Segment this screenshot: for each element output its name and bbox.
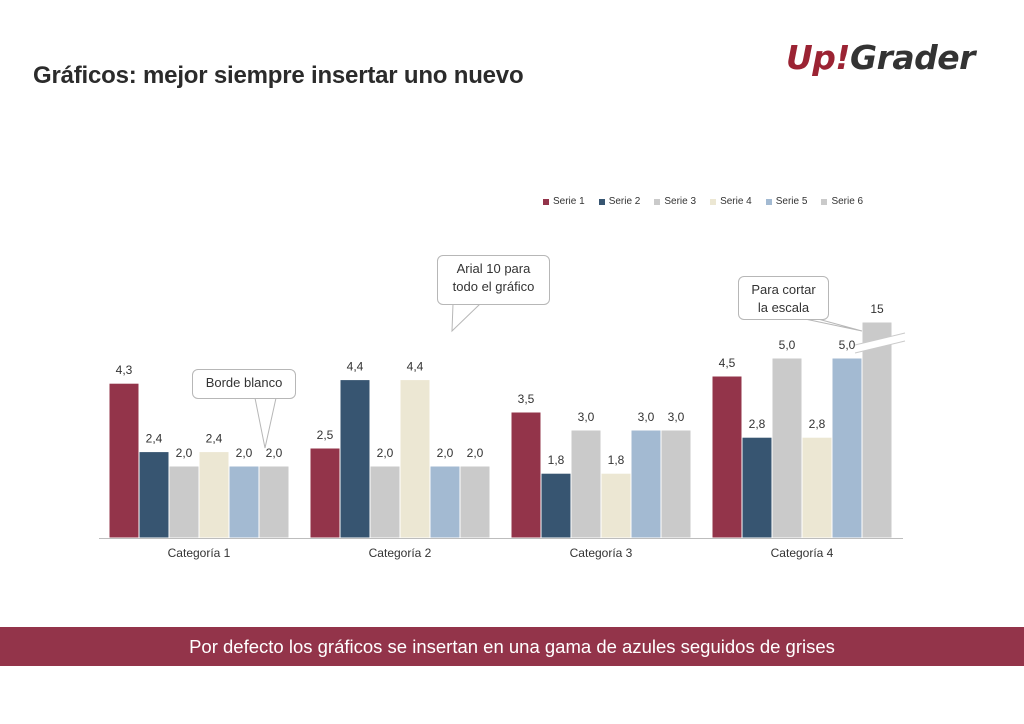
data-label-1-2: 2,5 (317, 428, 334, 442)
data-label-3-2: 2,0 (377, 446, 394, 460)
bar-2-1 (138, 451, 170, 539)
upgrader-logo: Up!Grader (786, 38, 975, 77)
callout-arial-10: Arial 10 para todo el gráfico (437, 255, 550, 305)
bar-1-1 (108, 382, 140, 539)
bar-1-3 (510, 411, 542, 539)
bar-2-4 (741, 436, 773, 539)
data-label-6-3: 3,0 (668, 410, 685, 424)
bar-2-3 (540, 472, 572, 539)
data-label-1-4: 4,5 (719, 356, 736, 370)
bar-chart: 4,3 2,5 3,5 4,5 2,4 4,4 1,8 2,8 2,0 2,0 3,0 5,0 2,4 4… (99, 302, 906, 560)
footer-banner: Por defecto los gráficos se insertan en … (0, 627, 1024, 666)
callout-borde-blanco-text: Borde blanco (205, 375, 283, 390)
legend-item-6: Serie 6 (821, 196, 863, 207)
callout-cortar-escala-tail (804, 318, 863, 332)
callout-arial-10-tail (451, 303, 481, 333)
legend-label-5: Serie 5 (775, 196, 808, 207)
bar-6-1 (258, 465, 290, 539)
data-label-3-3: 3,0 (578, 410, 595, 424)
x-tick-label-2: Categoría 2 (369, 546, 432, 560)
data-label-5-3: 3,0 (638, 410, 655, 424)
callout-borde-blanco-tail (254, 397, 277, 449)
legend-item-5: Serie 5 (765, 196, 808, 207)
legend-swatch-2 (598, 198, 605, 205)
data-label-2-4: 2,8 (749, 417, 766, 431)
data-label-6-1: 2,0 (266, 446, 283, 460)
data-label-3-4: 5,0 (779, 338, 796, 352)
legend-swatch-4 (710, 198, 717, 205)
data-label-4-4: 2,8 (809, 417, 826, 431)
bar-3-1 (168, 465, 200, 539)
legend-item-2: Serie 2 (598, 196, 641, 207)
data-label-4-3: 1,8 (608, 453, 625, 467)
data-label-2-2: 4,4 (347, 360, 364, 374)
bar-3-3 (570, 429, 602, 539)
data-label-4-1: 2,4 (206, 432, 223, 446)
bar-5-4 (831, 357, 863, 539)
legend-item-4: Serie 4 (710, 196, 752, 207)
callout-arial-10-line1: Arial 10 para (456, 261, 531, 276)
bar-6-2 (459, 465, 491, 539)
chart-legend: Serie 1 Serie 2 Serie 3 Serie 4 Serie 5 Serie… (543, 196, 863, 207)
bar-4-1 (198, 451, 230, 539)
data-label-1-3: 3,5 (518, 392, 535, 406)
bar-2-2 (339, 379, 371, 539)
data-label-1-1: 4,3 (116, 363, 133, 377)
page-title: Gráficos: mejor siempre insertar uno nue… (33, 62, 524, 89)
legend-label-4: Serie 4 (720, 196, 752, 207)
data-label-5-4: 5,0 (839, 338, 856, 352)
legend-item-1: Serie 1 (543, 196, 585, 207)
legend-label-6: Serie 6 (831, 196, 864, 207)
x-tick-label-3: Categoría 3 (570, 546, 633, 560)
data-label-5-1: 2,0 (236, 446, 253, 460)
legend-item-3: Serie 3 (654, 196, 696, 207)
data-label-6-2: 2,0 (467, 446, 484, 460)
x-tick-label-1: Categoría 1 (168, 546, 231, 560)
bar-1-4 (711, 375, 743, 539)
bar-6-3 (660, 429, 692, 539)
legend-label-1: Serie 1 (553, 196, 585, 207)
legend-label-3: Serie 3 (664, 196, 697, 207)
bar-5-3 (630, 429, 662, 539)
callout-borde-blanco: Borde blanco (192, 369, 296, 399)
bar-4-3 (600, 472, 632, 539)
legend-swatch-6 (821, 198, 828, 205)
x-tick-label-4: Categoría 4 (771, 546, 834, 560)
callout-cortar-escala: Para cortar la escala (738, 276, 829, 320)
legend-swatch-3 (654, 198, 661, 205)
bar-1-2 (309, 447, 341, 539)
data-label-2-3: 1,8 (548, 453, 565, 467)
bar-3-4 (771, 357, 803, 539)
bar-3-2 (369, 465, 401, 539)
callout-cortar-escala-line2: la escala (757, 300, 810, 315)
bar-6-4 (861, 321, 893, 539)
bar-4-4 (801, 436, 833, 539)
bar-5-2 (429, 465, 461, 539)
data-label-3-1: 2,0 (176, 446, 193, 460)
data-label-6-4: 15 (870, 302, 884, 316)
callout-arial-10-line2: todo el gráfico (452, 279, 535, 294)
legend-swatch-1 (543, 198, 549, 205)
callout-cortar-escala-line1: Para cortar (751, 282, 816, 297)
bar-5-1 (228, 465, 260, 539)
axis-break-marker (854, 332, 906, 354)
data-label-5-2: 2,0 (437, 446, 454, 460)
bar-4-2 (399, 379, 431, 539)
data-label-4-2: 4,4 (407, 360, 424, 374)
data-label-2-1: 2,4 (146, 432, 163, 446)
legend-swatch-5 (765, 198, 772, 205)
legend-label-2: Serie 2 (608, 196, 641, 207)
